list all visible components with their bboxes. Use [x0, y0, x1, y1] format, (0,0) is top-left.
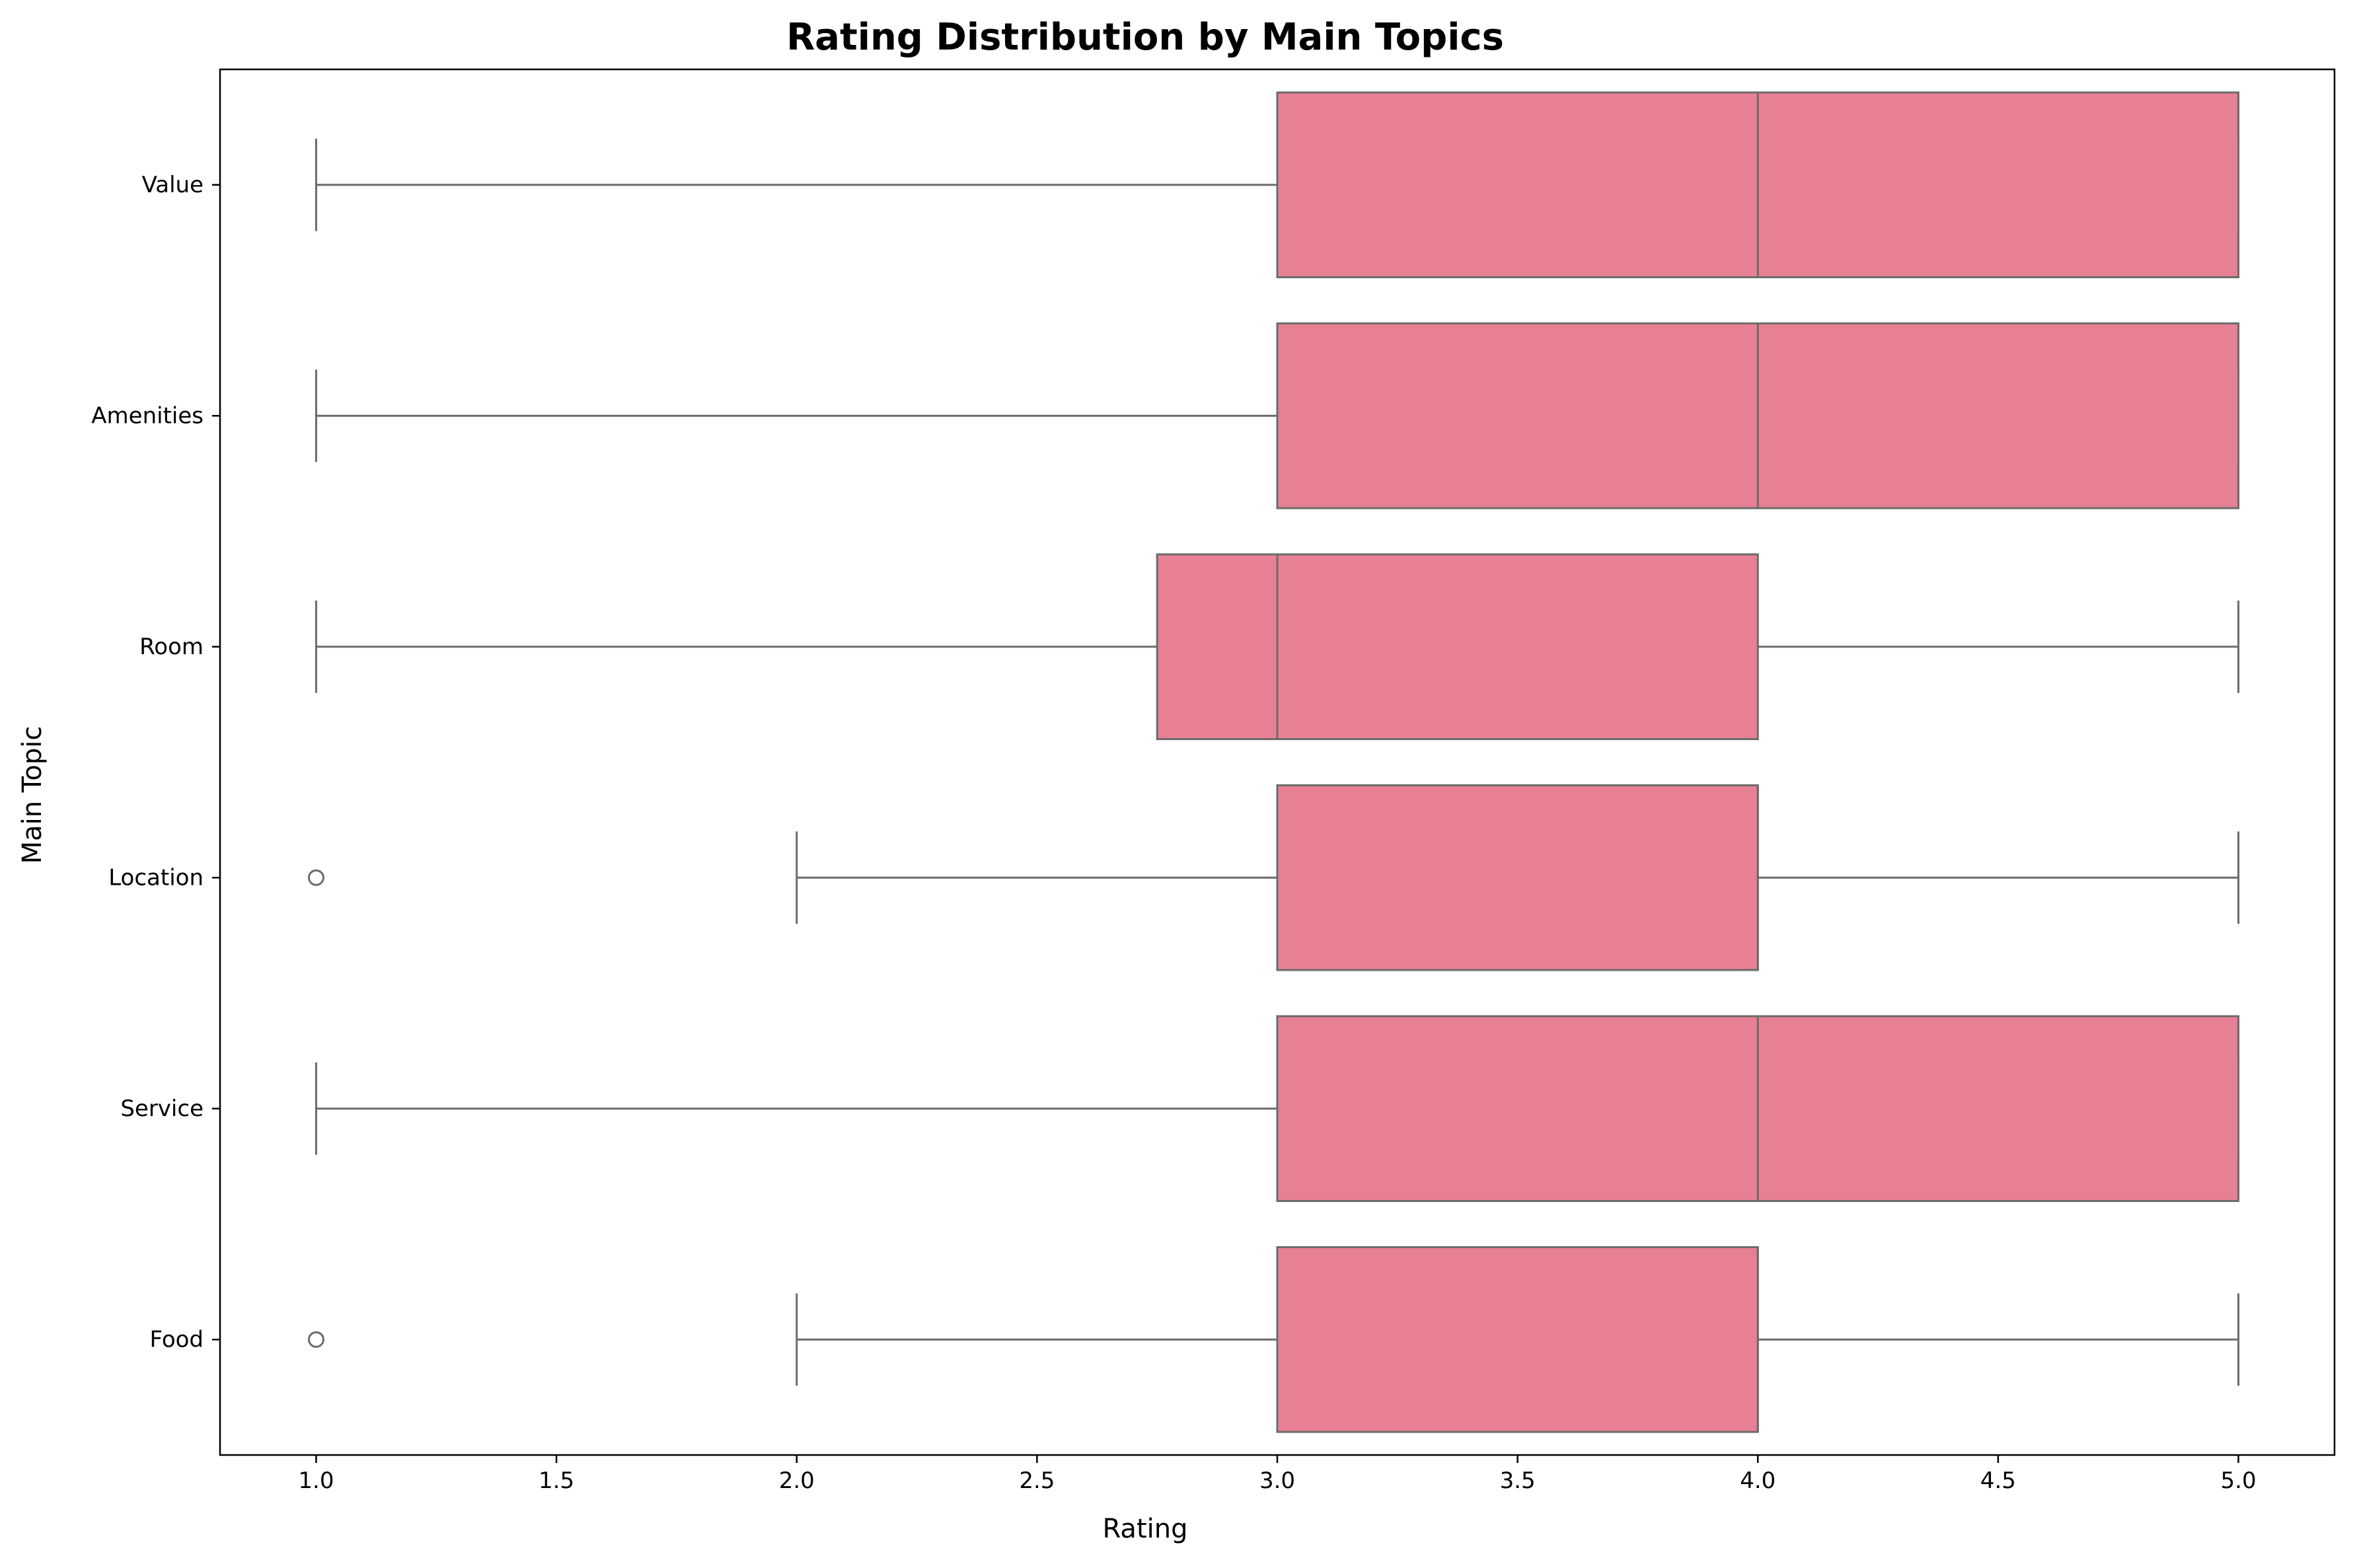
y-axis-label: Main Topic	[17, 726, 48, 864]
y-tick-label: Amenities	[91, 402, 204, 429]
iqr-box	[1156, 553, 1759, 741]
iqr-box	[1276, 784, 1759, 971]
box-location	[307, 784, 2240, 971]
x-tick-label: 1.5	[539, 1468, 574, 1494]
x-tick-label: 3.5	[1500, 1468, 1536, 1494]
box-service	[315, 1015, 2240, 1203]
x-tick-label: 4.5	[1980, 1468, 2016, 1494]
y-tick-label: Location	[108, 864, 204, 891]
chart-title: Rating Distribution by Main Topics	[786, 16, 1504, 59]
x-tick-label: 1.0	[298, 1468, 334, 1494]
x-tick-label: 2.0	[779, 1468, 815, 1494]
plot-area	[307, 91, 2240, 1433]
x-tick-label: 2.5	[1019, 1468, 1055, 1494]
x-tick-label: 5.0	[2221, 1468, 2257, 1494]
box-value	[315, 91, 2240, 279]
outlier-point	[307, 869, 324, 886]
outlier-point	[307, 1331, 324, 1348]
box-amenities	[315, 322, 2240, 509]
y-tick-label: Food	[149, 1326, 204, 1353]
x-tick-label: 3.0	[1259, 1468, 1295, 1494]
y-tick-label: Room	[139, 634, 204, 660]
box-food	[307, 1246, 2240, 1433]
iqr-box	[1276, 1246, 1759, 1433]
y-tick-label: Service	[120, 1096, 204, 1122]
y-tick-label: Value	[142, 172, 204, 198]
x-axis-label: Rating	[1103, 1514, 1188, 1544]
box-room	[315, 553, 2240, 741]
axes: Value Amenities Room Location Service Food 1.0…	[91, 172, 2256, 1494]
x-tick-label: 4.0	[1740, 1468, 1776, 1494]
